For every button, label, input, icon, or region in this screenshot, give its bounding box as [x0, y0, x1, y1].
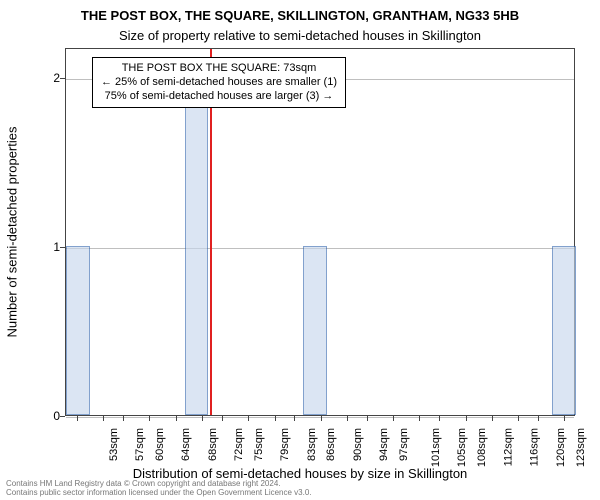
histogram-bar	[552, 246, 576, 415]
y-tick-mark	[60, 416, 65, 417]
x-tick-label: 116sqm	[528, 428, 540, 466]
x-tick-label: 94sqm	[378, 428, 390, 461]
histogram-bar	[66, 246, 90, 415]
annotation-line: 75% of semi-detached houses are larger (…	[101, 90, 337, 104]
y-axis-label: Number of semi-detached properties	[5, 127, 20, 338]
footer-line-2: Contains public sector information licen…	[6, 489, 312, 497]
x-tick-mark	[492, 416, 493, 421]
chart-container: THE POST BOX, THE SQUARE, SKILLINGTON, G…	[0, 0, 600, 500]
x-tick-label: 105sqm	[457, 428, 469, 467]
x-tick-mark	[538, 416, 539, 421]
x-tick-mark	[77, 416, 78, 421]
x-tick-label: 120sqm	[555, 428, 567, 467]
annotation-line: ← 25% of semi-detached houses are smalle…	[101, 76, 337, 90]
x-tick-label: 83sqm	[306, 428, 318, 461]
x-tick-label: 101sqm	[430, 428, 442, 467]
x-tick-mark	[518, 416, 519, 421]
x-tick-mark	[202, 416, 203, 421]
x-tick-mark	[275, 416, 276, 421]
x-tick-mark	[393, 416, 394, 421]
x-tick-label: 90sqm	[352, 428, 364, 461]
x-tick-mark	[123, 416, 124, 421]
y-tick-label: 0	[10, 409, 60, 423]
x-tick-label: 79sqm	[279, 428, 291, 461]
x-tick-label: 86sqm	[325, 428, 337, 461]
x-tick-mark	[294, 416, 295, 421]
x-tick-label: 53sqm	[108, 428, 120, 461]
x-tick-label: 68sqm	[207, 428, 219, 461]
x-tick-mark	[419, 416, 420, 421]
x-tick-mark	[103, 416, 104, 421]
plot-area: THE POST BOX THE SQUARE: 73sqm← 25% of s…	[65, 48, 575, 416]
x-tick-mark	[321, 416, 322, 421]
x-tick-mark	[248, 416, 249, 421]
x-tick-mark	[564, 416, 565, 421]
x-tick-mark	[439, 416, 440, 421]
x-tick-label: 112sqm	[502, 428, 514, 466]
histogram-bar	[303, 246, 327, 415]
x-tick-mark	[149, 416, 150, 421]
x-tick-label: 60sqm	[154, 428, 166, 461]
attribution-footer: Contains HM Land Registry data © Crown c…	[6, 480, 312, 497]
x-tick-mark	[367, 416, 368, 421]
x-tick-label: 72sqm	[233, 428, 245, 461]
x-tick-label: 123sqm	[575, 428, 587, 467]
x-tick-label: 75sqm	[253, 428, 265, 461]
chart-title: THE POST BOX, THE SQUARE, SKILLINGTON, G…	[0, 8, 600, 23]
x-tick-label: 108sqm	[476, 428, 488, 467]
histogram-bar	[185, 77, 209, 415]
x-tick-mark	[222, 416, 223, 421]
chart-subtitle: Size of property relative to semi-detach…	[0, 28, 600, 43]
annotation-line: THE POST BOX THE SQUARE: 73sqm	[101, 62, 337, 76]
annotation-box: THE POST BOX THE SQUARE: 73sqm← 25% of s…	[92, 57, 346, 108]
x-tick-mark	[176, 416, 177, 421]
x-tick-label: 64sqm	[180, 428, 192, 461]
x-tick-mark	[466, 416, 467, 421]
x-tick-mark	[347, 416, 348, 421]
x-tick-label: 97sqm	[398, 428, 410, 461]
x-tick-label: 57sqm	[134, 428, 146, 461]
y-tick-label: 2	[10, 71, 60, 85]
